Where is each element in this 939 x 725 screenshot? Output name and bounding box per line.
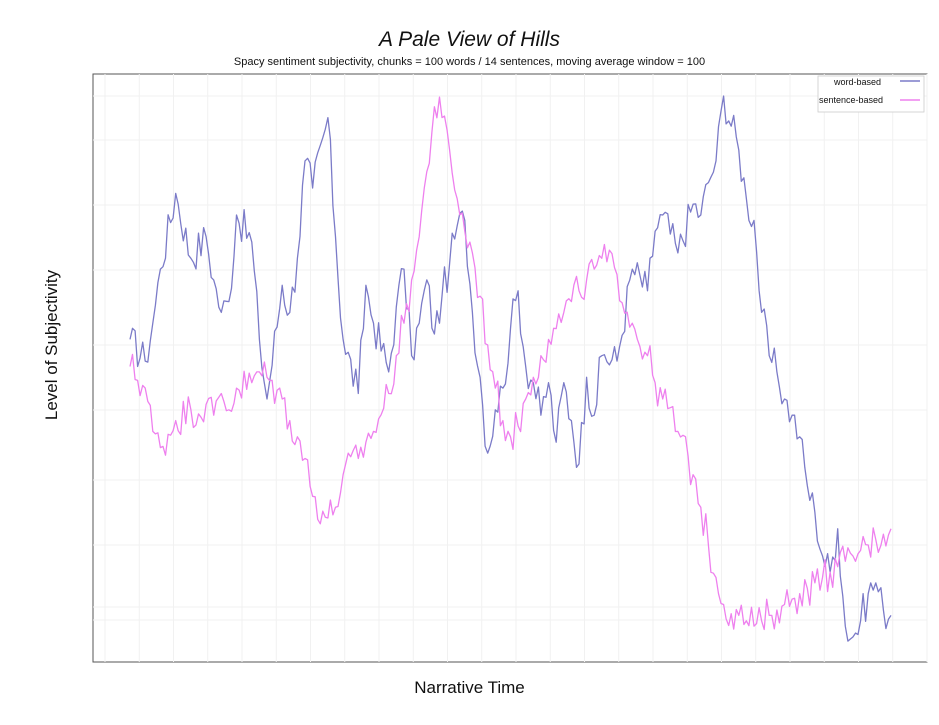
legend: word-based sentence-based [817,75,925,113]
legend-box [817,75,925,113]
series-line-word-based [129,95,892,642]
series-line-sentence-based [129,96,892,631]
chart-title: A Pale View of Hills [379,28,560,51]
x-axis-label: Narrative Time [414,678,525,697]
legend-label-sentence-based: sentence-based [819,95,883,105]
plot-area-frame [92,73,928,663]
series-layer [129,95,892,642]
legend-label-word-based: word-based [833,77,881,87]
chart-subtitle: Spacy sentiment subjectivity, chunks = 1… [233,56,706,68]
